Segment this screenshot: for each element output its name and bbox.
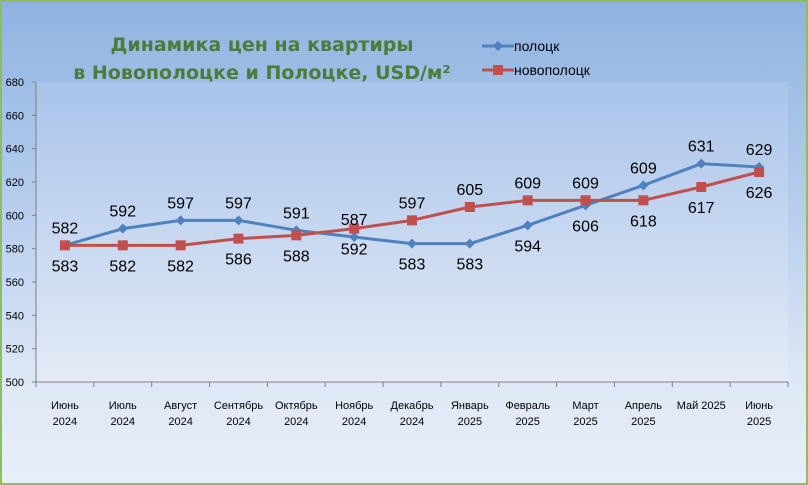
y-tick-label: 680 [6,77,24,89]
x-tick-label-year: 2025 [631,416,655,428]
y-tick-label: 540 [6,310,24,322]
x-tick-label: Июнь [745,400,773,412]
x-tick-label: Ноябрь [335,400,373,412]
chart-title-line-2: в Новополоцке и Полоцке, USD/м² [73,62,451,84]
data-point-polotsk [117,223,128,234]
x-tick-label-year: 2024 [342,416,366,428]
data-label-novopolotsk: 626 [746,185,773,202]
x-tick-label: Сентябрь [214,400,264,412]
y-tick-label: 560 [6,277,24,289]
plot-area [36,82,788,382]
legend-marker-polotsk [493,41,503,51]
data-label-novopolotsk: 592 [341,242,368,259]
series-layer [59,158,765,251]
data-label-polotsk: 597 [167,195,194,212]
data-label-polotsk: 606 [572,218,599,235]
data-label-polotsk: 597 [225,195,252,212]
y-tick-label: 500 [6,377,24,389]
x-tick-label-year: 2025 [573,416,597,428]
data-label-novopolotsk: 609 [572,175,599,192]
x-tick-label: Октябрь [275,400,318,412]
data-label-polotsk: 609 [630,160,657,177]
y-tick-label: 640 [6,144,24,156]
data-label-novopolotsk: 582 [109,258,136,275]
data-label-novopolotsk: 583 [52,258,79,275]
x-tick-label-year: 2025 [747,416,771,428]
data-label-polotsk: 629 [746,142,773,159]
data-point-polotsk [464,238,475,249]
y-tick-label: 660 [6,110,24,122]
data-label-novopolotsk: 597 [399,195,426,212]
data-point-novopolotsk [407,215,417,226]
data-label-polotsk: 582 [52,220,79,237]
x-tick-label-year: 2024 [53,416,77,428]
legend-label-novopolotsk: новополоцк [514,62,591,78]
data-point-polotsk [349,232,360,242]
x-tick-label-year: 2024 [168,416,192,428]
x-tick-label-year: 2025 [515,416,539,428]
legend: полоцк новополоцк [482,38,591,78]
x-tick-label-year: 2025 [458,416,482,428]
data-point-polotsk [175,215,186,226]
x-tick-label: Май 2025 [677,400,726,412]
x-tick-label: Апрель [625,400,663,412]
data-point-novopolotsk [291,230,302,241]
x-tick-label-year: 2024 [400,416,424,428]
data-point-polotsk [233,215,244,226]
data-point-novopolotsk [580,195,591,206]
data-point-novopolotsk [233,233,244,244]
data-point-novopolotsk [117,240,128,251]
x-tick-label: Февраль [505,400,550,412]
data-label-novopolotsk: 617 [688,200,715,217]
y-tick-label: 620 [6,177,24,189]
data-labels: 582 592 597 597 591 587 583 583 594 606 609 631 629 5… [52,139,773,276]
data-label-novopolotsk: 588 [283,248,310,265]
data-label-polotsk: 583 [456,257,483,274]
x-tick-label: Июнь [51,400,79,412]
x-tick-label-year: 2024 [226,416,250,428]
data-label-novopolotsk: 582 [167,258,194,275]
x-tick-label: Январь [451,400,489,412]
y-tick-label: 580 [6,244,24,256]
x-tick-label: Август [164,400,197,412]
x-tick-label-year: 2024 [111,416,135,428]
legend-marker-novopolotsk [493,65,503,75]
data-label-polotsk: 631 [688,139,715,156]
y-tick-label: 520 [6,344,24,356]
data-point-novopolotsk [59,240,70,251]
data-label-novopolotsk: 618 [630,213,657,230]
data-point-novopolotsk [349,223,360,234]
data-point-novopolotsk [175,240,186,251]
x-tick-label: Декабрь [391,400,434,412]
data-point-polotsk [522,220,533,231]
data-point-novopolotsk [464,202,475,212]
y-tick-label: 600 [6,210,24,222]
data-point-novopolotsk [696,182,707,192]
data-point-novopolotsk [522,195,533,206]
data-label-polotsk: 587 [341,212,368,229]
data-label-polotsk: 591 [283,205,310,222]
legend-label-polotsk: полоцк [514,38,560,54]
data-point-polotsk [638,180,649,191]
data-label-novopolotsk: 609 [514,175,541,192]
data-point-polotsk [696,158,707,169]
data-label-polotsk: 594 [514,238,541,255]
x-tick-label-year: 2024 [284,416,308,428]
data-point-polotsk [407,238,417,249]
data-label-novopolotsk: 586 [225,252,252,269]
chart-title-line-1: Динамика цен на квартиры [110,34,413,56]
data-label-polotsk: 592 [109,204,136,221]
x-tick-label: Март [572,400,598,412]
axes: 500 520 540 560 580 600 620 640 660 680 Июнь 2024 Ию… [6,77,789,428]
data-point-novopolotsk [638,195,649,206]
x-tick-label: Июль [109,400,137,412]
data-label-polotsk: 583 [399,257,426,274]
data-label-novopolotsk: 605 [456,182,483,199]
data-point-novopolotsk [754,167,765,177]
